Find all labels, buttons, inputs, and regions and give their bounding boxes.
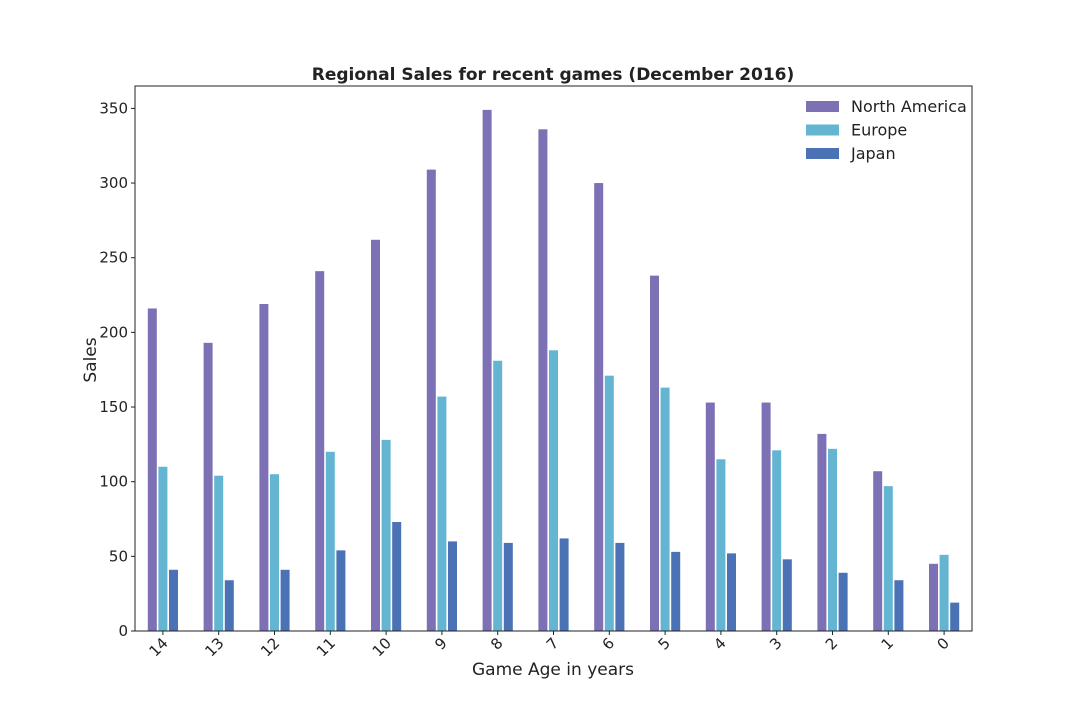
x-tick-label: 9: [431, 634, 450, 653]
x-tick-label: 6: [599, 634, 618, 653]
x-tick-label: 4: [710, 634, 729, 653]
bar-japan-8: [503, 542, 513, 631]
x-tick-label: 8: [487, 634, 506, 653]
bar-north-america-8: [482, 109, 492, 631]
bar-north-america-13: [203, 342, 213, 631]
bar-north-america-7: [538, 129, 548, 632]
x-tick-label: 11: [313, 634, 339, 660]
y-tick-label: 0: [118, 622, 128, 640]
bar-north-america-10: [371, 239, 380, 632]
bars-group: [147, 109, 960, 632]
bar-europe-4: [716, 459, 726, 631]
x-tick-label: 7: [543, 634, 562, 653]
bar-europe-0: [939, 554, 949, 631]
bar-japan-5: [671, 551, 681, 631]
bar-japan-11: [336, 550, 346, 631]
bar-japan-4: [727, 553, 736, 631]
bar-japan-2: [838, 572, 848, 631]
bar-japan-7: [559, 538, 569, 631]
bar-japan-9: [448, 541, 457, 631]
y-tick-label: 250: [99, 249, 128, 267]
y-tick-label: 350: [99, 99, 128, 117]
bar-north-america-3: [761, 402, 771, 631]
bar-japan-6: [615, 542, 625, 631]
x-tick-label: 10: [369, 634, 395, 660]
y-tick-label: 300: [99, 174, 128, 192]
bar-europe-2: [828, 448, 837, 631]
bar-north-america-4: [705, 402, 715, 631]
bar-japan-0: [950, 602, 960, 631]
x-axis: 14 13 12 11 10 9 8 7 6 5 4 3 2 1 0: [145, 631, 953, 660]
bar-japan-14: [169, 569, 178, 631]
plot-frame: [134, 85, 973, 632]
x-tick-label: 0: [933, 634, 952, 653]
x-tick-label: 14: [145, 634, 171, 660]
bar-north-america-9: [426, 169, 436, 631]
legend-label-japan: Japan: [850, 144, 896, 163]
bar-europe-3: [772, 450, 782, 631]
bar-europe-11: [325, 451, 335, 631]
bar-japan-3: [782, 559, 792, 631]
bar-north-america-5: [650, 275, 659, 631]
x-tick-label: 2: [822, 634, 841, 653]
bar-europe-6: [604, 375, 614, 631]
y-tick-label: 150: [99, 398, 128, 416]
bar-north-america-11: [315, 271, 325, 631]
bar-europe-12: [270, 474, 279, 631]
x-tick-label: 5: [654, 634, 673, 653]
y-tick-label: 200: [99, 323, 128, 341]
bar-europe-10: [381, 439, 391, 631]
bar-japan-10: [392, 522, 402, 631]
legend-swatch-north-america: [806, 101, 839, 112]
x-tick-label: 12: [257, 634, 283, 660]
bar-europe-1: [883, 486, 893, 631]
y-tick-label: 100: [99, 473, 128, 491]
x-axis-label: Game Age in years: [472, 660, 634, 680]
bar-europe-8: [493, 360, 503, 631]
y-tick-label: 50: [109, 547, 128, 565]
x-tick-label: 3: [766, 634, 785, 653]
x-tick-label: 13: [201, 634, 227, 660]
bar-japan-1: [894, 580, 904, 631]
bar-north-america-0: [929, 563, 938, 631]
bar-europe-13: [214, 475, 224, 631]
bar-europe-5: [660, 387, 670, 631]
bar-europe-14: [158, 466, 168, 631]
bar-europe-9: [437, 396, 447, 631]
bar-europe-7: [549, 350, 558, 631]
legend-label-europe: Europe: [851, 121, 907, 140]
legend-swatch-europe: [806, 124, 839, 136]
legend-label-north-america: North America: [851, 97, 967, 116]
bar-japan-13: [224, 580, 234, 631]
bar-north-america-14: [147, 308, 157, 631]
bar-north-america-6: [594, 183, 604, 632]
bar-north-america-12: [259, 304, 269, 631]
bar-north-america-2: [817, 433, 827, 631]
y-axis-label: Sales: [81, 337, 101, 382]
bar-north-america-1: [873, 471, 883, 631]
bar-japan-12: [280, 569, 290, 631]
legend: North America Europe Japan: [806, 97, 967, 163]
legend-swatch-japan: [806, 148, 839, 159]
chart-title: Regional Sales for recent games (Decembe…: [312, 65, 795, 85]
y-axis: 0 50 100 150 200 250 300 350: [99, 99, 135, 640]
x-tick-label: 1: [878, 634, 897, 653]
